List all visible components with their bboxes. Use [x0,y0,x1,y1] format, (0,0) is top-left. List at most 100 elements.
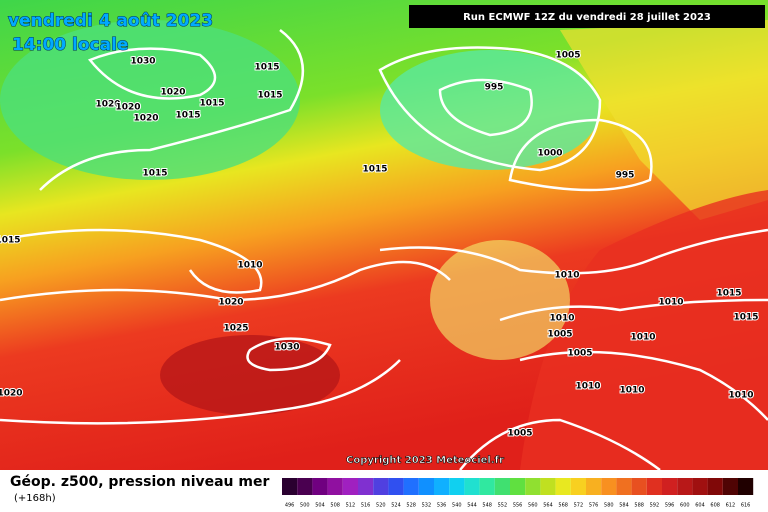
scale-label: 588 [634,503,644,509]
scale-swatch [434,478,450,495]
scale-label: 520 [376,503,386,509]
isobar-label: 1015 [733,313,758,323]
scale-swatch [282,478,298,495]
isobar-label: 1020 [218,298,243,308]
scale-label: 496 [285,503,295,509]
scale-swatch [312,478,328,495]
isobar-label: 1015 [199,99,224,109]
legend-subtitle: (+168h) [14,493,56,504]
scale-label: 500 [300,503,310,509]
scale-label: 584 [619,503,629,509]
scale-label: 604 [695,503,705,509]
isobar-label: 1015 [175,111,200,121]
field [430,240,570,360]
scale-label: 556 [513,503,523,509]
isobar-label: 1005 [507,429,532,439]
scale-label: 536 [437,503,447,509]
scale-label: 596 [665,503,675,509]
isobar-label: 1020 [0,389,23,399]
isobar-label: 1030 [274,343,299,353]
scale-label: 600 [680,503,690,509]
field [380,50,600,170]
scale-label: 576 [589,503,599,509]
isobar-label: 1015 [716,289,741,299]
scale-label: 508 [330,503,340,509]
isobar-label: 1015 [362,165,387,175]
scale-swatch [738,478,754,495]
scale-label: 572 [574,503,584,509]
scale-swatch [631,478,647,495]
scale-label: 612 [726,503,736,509]
scale-label: 548 [482,503,492,509]
scale-label: 532 [422,503,432,509]
isobar-label: 1010 [630,333,655,343]
scale-label: 592 [650,503,660,509]
scale-swatch [677,478,693,495]
scale-swatch [342,478,358,495]
scale-label: 580 [604,503,614,509]
isobar-label: 1005 [555,51,580,61]
field [560,20,768,220]
isobar-label: 995 [485,83,504,93]
time: 14:00 locale [12,35,128,55]
scale-swatch [479,478,495,495]
field [0,20,300,180]
scale-swatch [403,478,419,495]
scale-swatch [692,478,708,495]
isobar-label: 1005 [547,330,572,340]
scale-swatch [646,478,662,495]
legend-title: Géop. z500, pression niveau mer [10,474,269,490]
scale-label: 552 [498,503,508,509]
scale-swatch [464,478,480,495]
isobar-label: 1020 [160,88,185,98]
scale-swatch [722,478,738,495]
field [160,335,340,415]
isobars [0,29,768,472]
isobar-label: 995 [616,171,635,181]
isobar-label: 1010 [554,271,579,281]
scale-swatch [570,478,586,495]
scale-swatch [297,478,313,495]
color-scale: 496 500 504 508 512 516 520 524 528 532 536 540 544 5… [282,478,754,509]
scale-label: 512 [346,503,356,509]
copyright: Copyright 2023 Meteociel.fr [346,455,504,466]
scale-label: 564 [543,503,553,509]
date: vendredi 4 août 2023 [8,11,213,31]
run-box [409,5,765,28]
isobar-label: 1000 [537,149,562,159]
isobar-label: 1010 [728,391,753,401]
isobar-label: 1010 [658,298,683,308]
scale-swatch [388,478,404,495]
scale-swatch [449,478,465,495]
isobar-label: 1015 [142,169,167,179]
scale-label: 608 [710,503,720,509]
scale-swatch [616,478,632,495]
scale-label: 540 [452,503,462,509]
scale-label: 568 [558,503,568,509]
scale-swatch [662,478,678,495]
isobar-label: 1025 [223,324,248,334]
scale-label: 504 [315,503,325,509]
isobar-label: 1010 [619,386,644,396]
run-text: Run ECMWF 12Z du vendredi 28 juillet 202… [463,12,711,23]
scale-swatch [418,478,434,495]
field [520,190,768,470]
scale-swatch [494,478,510,495]
isobar-label: 1015 [257,91,282,101]
scale-label: 528 [406,503,416,509]
scale-label: 516 [361,503,371,509]
isobar-label: 1010 [575,382,600,392]
scale-swatch [358,478,374,495]
scale-label: 544 [467,503,477,509]
scale-swatch [555,478,571,495]
scale-swatch [525,478,541,495]
isobar-label: 1020 [133,114,158,124]
scale-swatch [586,478,602,495]
scale-swatch [601,478,617,495]
isobar-label: 1030 [130,57,155,67]
isobar-label: 1020 [115,103,140,113]
isobar-label: 1005 [567,349,592,359]
isobar-label: 1010 [549,314,574,324]
